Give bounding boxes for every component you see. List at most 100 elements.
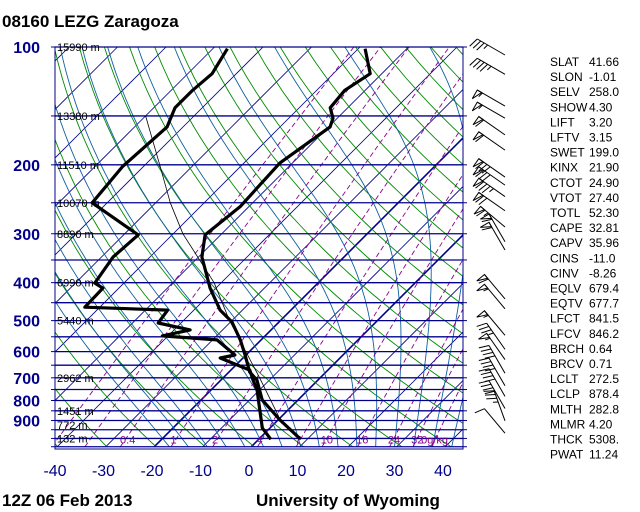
index-name: TOTL: [550, 206, 581, 220]
index-row: VTOT 27.40: [550, 191, 619, 205]
wind-barb-staff: [486, 322, 506, 350]
isotherm-line: [250, 233, 463, 448]
wind-barb-full: [482, 375, 494, 379]
plot-frame: [54, 46, 464, 450]
wind-barb-flag: [473, 205, 486, 215]
mixing-ratio-line: [212, 73, 463, 447]
index-value: 11.24: [589, 448, 618, 462]
temperature-tick-label: 40: [434, 463, 452, 480]
height-label: 15990 m: [57, 42, 100, 54]
moist-adiabat-line: [137, 47, 339, 447]
index-row: LIFT 3.20: [550, 115, 613, 129]
index-value: 846.2: [589, 327, 619, 341]
wind-barb-full: [476, 42, 485, 51]
index-value: 27.40: [589, 191, 619, 205]
moist-adiabat-line: [55, 238, 208, 447]
index-row: LFCV 846.2: [550, 327, 619, 341]
wind-barb-flag: [472, 166, 484, 176]
index-row: LCLP 878.4: [550, 387, 619, 401]
index-value: 841.5: [589, 312, 619, 326]
temperature-tick-label: 30: [386, 463, 404, 480]
dry-adiabat-line: [204, 47, 463, 335]
height-label: 8890 m: [57, 229, 94, 241]
index-name: SHOW: [550, 100, 588, 114]
index-row: CINV -8.26: [550, 266, 617, 280]
index-value: 272.5: [589, 372, 619, 386]
height-label: 11510 m: [57, 160, 99, 172]
index-name: LCLT: [550, 372, 579, 386]
height-labels: 15990 m 13380 m 11510 m 10070 m 8890 m 6990 m…: [57, 42, 100, 445]
wind-barb-full: [476, 209, 486, 217]
index-name: LIFT: [550, 115, 575, 129]
mixing-ratio-line: [170, 47, 450, 447]
moist-adiabat-line: [218, 47, 378, 447]
wind-barb-staff: [488, 357, 506, 387]
wind-barb: [478, 345, 506, 374]
sounding-traces: [83, 47, 372, 441]
wind-barb-full: [475, 134, 485, 143]
index-value: 4.30: [589, 100, 613, 114]
dry-adiabat-line: [55, 48, 354, 448]
wind-barb-full: [475, 161, 485, 169]
index-row: PWAT 11.24: [550, 448, 618, 462]
mixing-ratio-line: [55, 47, 355, 444]
index-row: SLON -1.01: [550, 70, 617, 84]
mixing-ratio-label: 10: [321, 434, 333, 446]
wind-barb-staff: [488, 345, 506, 374]
pressure-tick-label: 900: [13, 414, 40, 431]
index-name: KINX: [550, 161, 578, 175]
wind-barb-full: [480, 371, 492, 376]
height-label: 13380 m: [57, 111, 100, 123]
index-row: SLAT 41.66: [550, 55, 619, 69]
wind-barb-flag: [472, 157, 484, 168]
dry-adiabat-line: [55, 331, 157, 448]
moist-adiabat-line: [344, 47, 432, 447]
pressure-axis-labels: 100 200 300 400 500 600 700 800 900: [13, 40, 40, 431]
index-row: MLTH 282.8: [550, 402, 619, 416]
wind-barb-full: [481, 166, 491, 174]
wind-barb-full: [481, 218, 493, 223]
temperature-axis-labels: -40 -30 -20 -10 0 10 20 30 40: [43, 463, 452, 480]
wind-barb: [480, 221, 506, 251]
index-name: BRCH: [550, 342, 584, 356]
index-row: THCK 5308.: [550, 433, 619, 447]
dry-adiabat-line: [179, 47, 463, 364]
wind-barb-full: [478, 172, 488, 180]
wind-barb-full: [482, 351, 494, 356]
wind-barb-flag: [476, 273, 489, 282]
index-name: VTOT: [550, 191, 582, 205]
index-name: SWET: [550, 146, 585, 160]
dry-adiabat-line: [55, 387, 108, 448]
mixing-ratio-label: 2: [212, 434, 218, 446]
index-row: SHOW 4.30: [550, 100, 613, 114]
wind-barb-full: [476, 322, 487, 327]
wind-barb-full: [478, 357, 490, 361]
wind-barb-staff: [484, 408, 506, 434]
mixing-ratio-label: 7: [295, 434, 301, 446]
wind-barb-full: [475, 195, 485, 203]
temperature-tick-label: 10: [289, 463, 307, 480]
index-value: 677.7: [589, 297, 619, 311]
pressure-tick-label: 400: [13, 276, 40, 293]
index-value: 21.90: [589, 161, 619, 175]
moist-adiabat-line: [55, 270, 189, 447]
wind-barb: [472, 166, 506, 186]
index-row: BRCV 0.71: [550, 357, 613, 371]
height-label: 132 m: [57, 433, 88, 445]
temperature-tick-label: 20: [337, 463, 355, 480]
moist-adiabat-line: [55, 158, 246, 447]
height-label: 5440 m: [57, 316, 94, 328]
wind-barb: [469, 38, 506, 56]
index-value: 0.64: [589, 342, 613, 356]
mixing-ratio-line: [119, 47, 410, 447]
wind-barb: [469, 57, 506, 75]
background-lines: [55, 47, 463, 448]
wind-barb-full: [484, 393, 496, 396]
index-name: LFCT: [550, 312, 581, 326]
dry-adiabat-line: [154, 47, 463, 394]
isotherm-line: [105, 88, 463, 447]
wind-barb-full: [486, 397, 497, 400]
temperature-tick-label: -40: [43, 463, 66, 480]
index-value: 679.4: [589, 282, 619, 296]
index-row: CAPE 32.81: [550, 221, 619, 235]
